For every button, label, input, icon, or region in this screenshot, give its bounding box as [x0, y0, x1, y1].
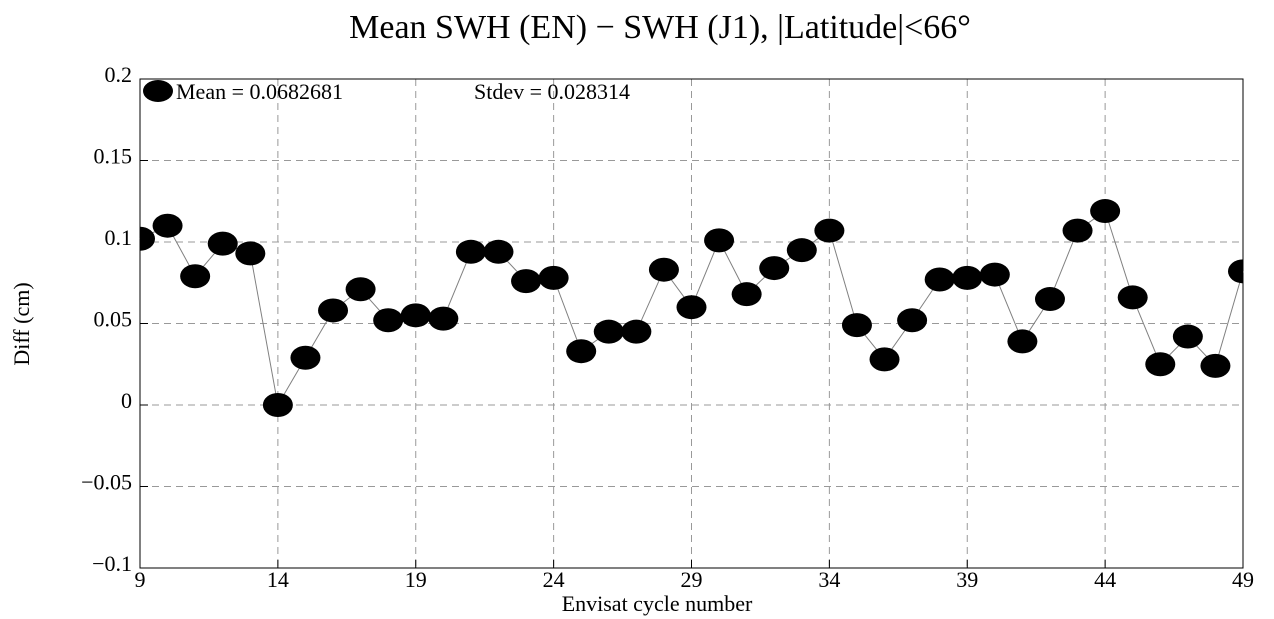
marker [1034, 287, 1065, 312]
annotation: Stdev = 0.028314 [474, 79, 630, 104]
marker [511, 269, 542, 294]
marker [373, 308, 404, 333]
annotation: Mean = 0.0682681 [176, 79, 343, 104]
marker [400, 303, 431, 328]
marker [1145, 352, 1176, 377]
marker [538, 265, 569, 290]
marker [290, 345, 321, 370]
y-axis-label: Diff (cm) [9, 282, 34, 365]
legend-marker [143, 80, 173, 102]
x-tick-label: 44 [1094, 567, 1116, 592]
marker [1228, 259, 1243, 284]
x-tick-label: 9 [135, 567, 146, 592]
x-tick-label: 19 [405, 567, 427, 592]
y-tick-label: 0.15 [94, 144, 133, 169]
marker [1172, 324, 1203, 349]
marker [207, 231, 238, 256]
marker [952, 265, 983, 290]
marker [1117, 285, 1148, 310]
y-tick-label: −0.05 [81, 470, 132, 495]
marker [180, 264, 211, 289]
marker [428, 306, 459, 331]
marker [345, 277, 376, 302]
marker [759, 256, 790, 281]
x-tick-label: 14 [267, 567, 289, 592]
marker [924, 267, 955, 292]
x-tick-label: 24 [543, 567, 565, 592]
marker [786, 238, 817, 263]
y-tick-label: 0.05 [94, 307, 133, 332]
y-tick-label: 0.1 [105, 225, 133, 250]
marker [262, 393, 293, 417]
x-tick-label: 49 [1232, 567, 1254, 592]
marker [483, 239, 514, 264]
marker [318, 298, 349, 323]
marker [152, 213, 183, 238]
chart-title: Mean SWH (EN) − SWH (J1), |Latitude|<66° [349, 9, 971, 46]
marker [704, 228, 735, 253]
y-tick-label: −0.1 [92, 551, 132, 576]
marker [140, 226, 155, 251]
x-tick-label: 29 [681, 567, 703, 592]
marker [235, 241, 266, 266]
marker [814, 218, 845, 243]
y-tick-label: 0.2 [105, 62, 133, 87]
marker [621, 319, 652, 344]
plot-area: −0.1 −0.05 0 0.05 0.1 0.15 0.2 9 14 19 24 29 34 39 44 4… [81, 62, 1254, 592]
marker [731, 282, 762, 307]
x-tick-label: 34 [818, 567, 840, 592]
marker [566, 339, 597, 364]
marker [979, 262, 1010, 287]
marker [897, 308, 928, 333]
plot-frame [139, 78, 1244, 569]
y-tick-label: 0 [121, 388, 132, 413]
marker [1200, 353, 1231, 378]
marker [1090, 199, 1121, 224]
x-axis-label: Envisat cycle number [562, 591, 753, 616]
marker [1062, 218, 1093, 243]
marker [648, 257, 679, 282]
marker [593, 319, 624, 344]
marker [869, 347, 900, 372]
marker [1007, 329, 1038, 354]
marker [676, 295, 707, 320]
marker [841, 313, 872, 338]
marker [455, 239, 486, 264]
x-tick-label: 39 [956, 567, 978, 592]
